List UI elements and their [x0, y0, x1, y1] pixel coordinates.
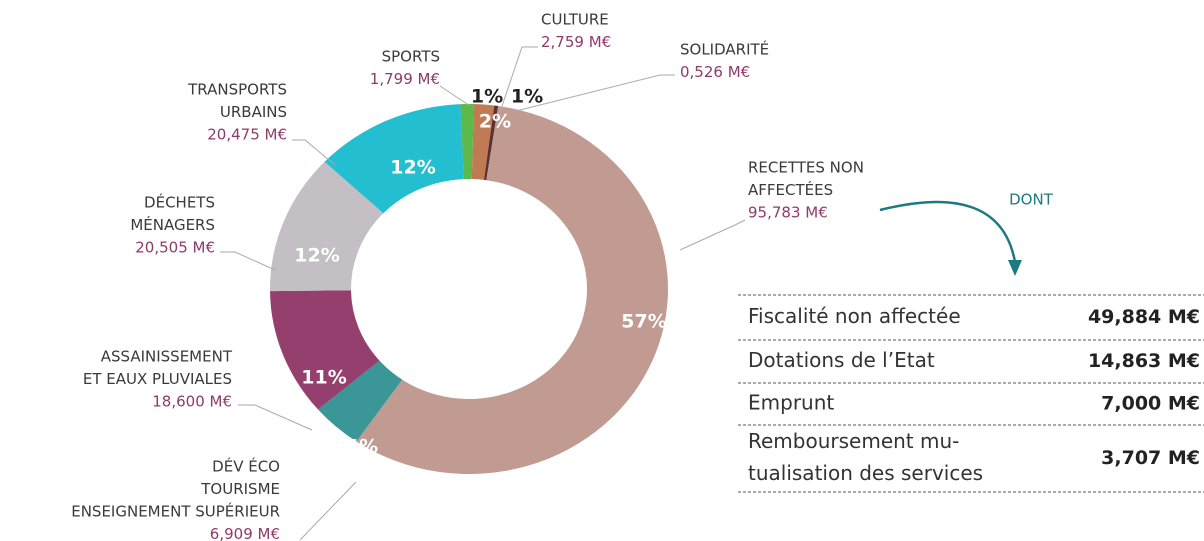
category-label: SPORTS — [382, 48, 440, 66]
leader-line — [238, 404, 313, 431]
donut-segment — [269, 161, 384, 292]
row-label: Fiscalité non affectée — [748, 304, 961, 328]
category-label: URBAINS — [220, 103, 287, 121]
percent-label: 12% — [390, 157, 435, 179]
amount-label: 0,526 M€ — [680, 63, 750, 81]
row-amount: 49,884 M€ — [1088, 306, 1200, 328]
category-label: ET EAUX PLUVIALES — [83, 370, 232, 388]
row-amount: 14,863 M€ — [1088, 350, 1200, 372]
leader-line — [220, 251, 276, 271]
leader-line — [499, 46, 538, 113]
category-label: SOLIDARITÉ — [680, 40, 769, 59]
donut-segment — [318, 360, 403, 442]
category-label: CULTURE — [541, 11, 609, 29]
category-label: TOURISME — [200, 480, 280, 498]
category-label: MÉNAGERS — [130, 215, 215, 234]
percent-label: 1% — [511, 86, 543, 108]
donut-segment — [484, 105, 499, 181]
leader-line — [439, 85, 471, 107]
amount-label: 95,783 M€ — [748, 204, 828, 222]
amount-label: 6,909 M€ — [210, 525, 280, 541]
percent-label: 11% — [301, 367, 346, 389]
arrow — [879, 200, 1017, 263]
category-label: ASSAINISSEMENT — [101, 348, 233, 366]
donut-segment — [460, 104, 474, 180]
arrow-head — [1008, 260, 1022, 276]
percent-label: 57% — [621, 311, 666, 333]
category-label: AFFECTÉES — [748, 180, 833, 199]
amount-label: 2,759 M€ — [541, 33, 611, 51]
leader-line — [292, 139, 336, 166]
amount-label: 18,600 M€ — [152, 393, 232, 411]
percent-label: 12% — [294, 245, 339, 267]
donut-segment — [324, 104, 464, 214]
percent-label: 1% — [471, 86, 503, 108]
percent-label: 4% — [346, 436, 378, 458]
amount-label: 1,799 M€ — [370, 70, 440, 88]
leader-line — [511, 74, 675, 113]
row-label: tualisation des services — [748, 461, 983, 485]
row-label: Emprunt — [748, 391, 834, 415]
leader-line — [299, 481, 357, 541]
donut-segment — [270, 290, 380, 410]
category-label: TRANSPORTS — [187, 81, 287, 99]
row-label: Dotations de l’Etat — [748, 348, 935, 372]
row-label: Remboursement mu- — [748, 429, 959, 453]
percent-label: 2% — [479, 111, 511, 133]
row-amount: 7,000 M€ — [1101, 393, 1200, 415]
annotation: DONT — [1009, 191, 1054, 209]
category-label: DÉCHETS — [144, 193, 215, 212]
amount-label: 20,505 M€ — [135, 239, 215, 257]
leader-line — [679, 219, 746, 251]
donut-segment — [356, 106, 668, 474]
category-label: RECETTES NON — [748, 159, 864, 177]
donut-segment — [471, 104, 495, 180]
category-label: DÉV ÉCO — [212, 457, 280, 476]
amount-label: 20,475 M€ — [207, 126, 287, 144]
row-amount: 3,707 M€ — [1101, 447, 1200, 469]
category-label: ENSEIGNEMENT SUPÉRIEUR — [71, 502, 280, 521]
